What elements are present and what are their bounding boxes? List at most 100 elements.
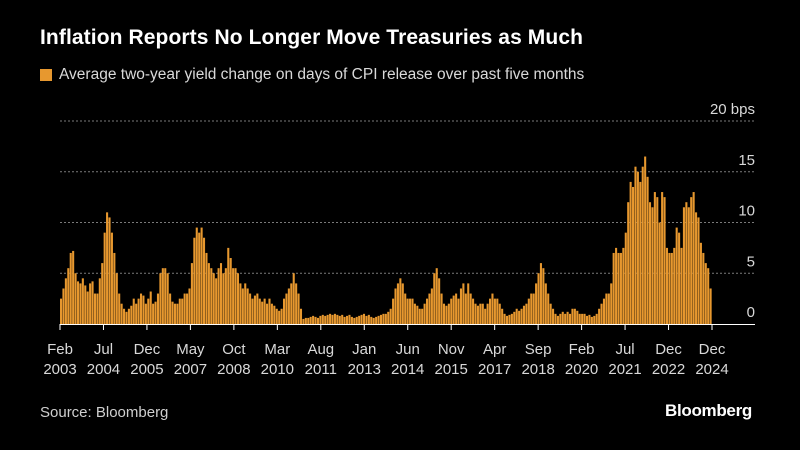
bar xyxy=(459,288,462,324)
bar xyxy=(503,313,506,324)
bar xyxy=(348,314,351,324)
bar xyxy=(510,313,513,324)
bar xyxy=(178,298,181,325)
bar xyxy=(234,268,237,324)
bar xyxy=(282,298,286,325)
bar xyxy=(629,181,632,324)
bar xyxy=(346,315,349,324)
x-tick-label-month: May xyxy=(176,341,205,358)
bar xyxy=(670,252,673,324)
bar xyxy=(692,192,695,324)
chart-legend: Average two-year yield change on days of… xyxy=(40,66,584,84)
bar xyxy=(382,313,385,324)
bar xyxy=(544,283,547,324)
legend-swatch xyxy=(40,69,52,81)
y-axis-labels: 0 5 10 15 20 bps xyxy=(710,101,755,321)
bar xyxy=(113,252,116,324)
bar xyxy=(275,308,278,324)
bar xyxy=(149,291,152,324)
bar xyxy=(137,298,140,325)
bar xyxy=(425,298,429,325)
bar xyxy=(219,263,223,324)
bar xyxy=(467,283,470,324)
bar xyxy=(542,268,545,324)
bar xyxy=(60,298,63,325)
x-tick-label-month: Feb xyxy=(47,341,73,358)
x-axis: Feb 2003 Jul 2004 Dec 2005 May 2007 Oct 2008 Mar 20… xyxy=(43,324,755,378)
bar xyxy=(212,273,215,324)
bar xyxy=(166,273,169,324)
bar xyxy=(358,315,361,324)
bar xyxy=(641,166,644,324)
bar xyxy=(304,317,307,324)
bar xyxy=(74,273,77,324)
bar xyxy=(685,202,688,324)
bar xyxy=(341,314,344,324)
bar xyxy=(406,298,409,325)
bar xyxy=(362,313,366,324)
bar xyxy=(232,268,235,324)
bar xyxy=(263,298,266,325)
bar xyxy=(675,227,678,324)
bar xyxy=(687,207,690,324)
bar xyxy=(479,303,482,324)
bar xyxy=(501,308,504,324)
bar xyxy=(210,268,213,324)
bar xyxy=(268,298,271,325)
x-tick-label-year: 2017 xyxy=(478,361,511,378)
bar xyxy=(518,310,521,324)
bar xyxy=(229,258,232,324)
bar xyxy=(525,303,528,324)
x-tick-label-month: Dec xyxy=(655,341,682,358)
bar xyxy=(295,283,298,324)
bar xyxy=(307,317,310,324)
bar xyxy=(256,293,259,324)
bar xyxy=(154,301,157,324)
x-tick-label-month: Dec xyxy=(134,341,161,358)
bar xyxy=(203,237,206,324)
bar xyxy=(707,268,710,324)
bar xyxy=(91,281,94,324)
bar xyxy=(505,315,509,324)
x-tick-label-year: 2011 xyxy=(305,361,337,378)
bar xyxy=(469,293,472,324)
bar xyxy=(489,298,492,325)
bar xyxy=(682,207,685,324)
bar xyxy=(632,186,635,324)
bar xyxy=(564,313,567,324)
bar xyxy=(96,293,99,324)
bar xyxy=(673,247,676,325)
bar xyxy=(164,268,167,324)
bar xyxy=(314,316,317,324)
bar xyxy=(450,298,453,325)
bar xyxy=(370,316,373,324)
bar xyxy=(365,315,368,324)
bar xyxy=(329,313,332,324)
bar xyxy=(639,181,642,324)
bar xyxy=(186,293,189,324)
bar xyxy=(430,288,433,324)
bar xyxy=(435,268,438,324)
bar xyxy=(648,202,652,324)
bar xyxy=(350,316,353,324)
bar xyxy=(120,303,123,324)
bar xyxy=(333,313,336,324)
bar xyxy=(404,293,407,324)
bar xyxy=(661,192,664,324)
bar xyxy=(249,293,252,324)
x-tick-label-month: Aug xyxy=(307,341,334,358)
bar xyxy=(72,250,75,324)
x-tick-label-month: Nov xyxy=(438,341,465,358)
bar xyxy=(549,303,552,324)
bar xyxy=(438,278,441,324)
bar xyxy=(319,315,322,324)
bar xyxy=(127,308,130,324)
bar xyxy=(253,295,256,324)
bar xyxy=(566,311,569,324)
bar xyxy=(605,293,608,324)
x-tick-label-month: Apr xyxy=(483,341,506,358)
x-tick-label-year: 2018 xyxy=(521,361,554,378)
bar xyxy=(367,314,370,324)
bar xyxy=(188,288,191,324)
bar xyxy=(130,305,133,324)
